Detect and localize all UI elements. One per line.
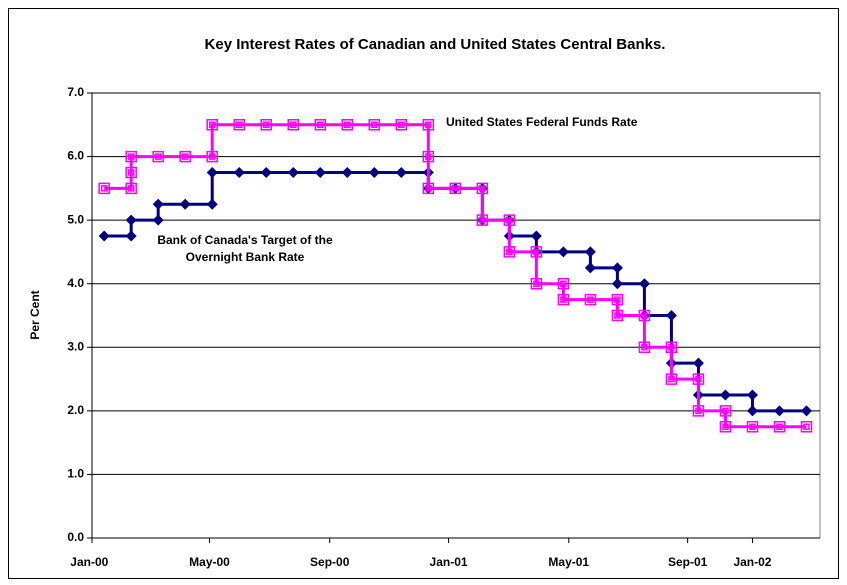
marker bbox=[611, 309, 624, 322]
marker bbox=[179, 150, 191, 163]
marker bbox=[665, 341, 678, 354]
marker bbox=[773, 421, 786, 433]
marker bbox=[692, 373, 705, 385]
marker bbox=[341, 119, 354, 131]
marker bbox=[557, 293, 570, 306]
marker bbox=[611, 278, 623, 290]
marker bbox=[503, 214, 516, 226]
marker bbox=[692, 405, 705, 417]
marker bbox=[503, 246, 516, 258]
marker bbox=[314, 166, 326, 178]
marker bbox=[368, 166, 380, 178]
marker bbox=[530, 277, 543, 290]
marker bbox=[557, 246, 569, 258]
marker bbox=[206, 150, 218, 163]
marker bbox=[449, 182, 462, 195]
marker bbox=[233, 119, 245, 131]
marker bbox=[476, 214, 489, 226]
marker bbox=[719, 421, 732, 433]
x-tick-label: Sep-01 bbox=[668, 555, 708, 569]
marker bbox=[287, 166, 299, 178]
marker bbox=[287, 119, 299, 131]
y-tick-label: 3.0 bbox=[67, 339, 84, 353]
series bbox=[98, 119, 813, 433]
marker bbox=[260, 119, 272, 131]
marker bbox=[314, 119, 327, 131]
marker bbox=[125, 182, 137, 195]
marker bbox=[368, 119, 381, 131]
marker bbox=[422, 150, 435, 163]
marker bbox=[719, 405, 732, 417]
marker bbox=[206, 198, 218, 210]
marker bbox=[422, 119, 435, 131]
x-tick-label: Jan-00 bbox=[70, 555, 108, 569]
x-tick-label: May-00 bbox=[189, 555, 230, 569]
marker bbox=[584, 293, 597, 306]
marker bbox=[206, 166, 218, 178]
y-tick-label: 0.0 bbox=[67, 530, 84, 544]
marker bbox=[422, 182, 435, 195]
marker bbox=[125, 214, 137, 226]
series-label: United States Federal Funds Rate bbox=[446, 115, 638, 129]
marker bbox=[530, 246, 543, 258]
marker bbox=[800, 405, 812, 417]
marker bbox=[665, 310, 677, 321]
marker bbox=[341, 166, 353, 178]
y-tick-label: 6.0 bbox=[67, 149, 84, 163]
plot-area bbox=[91, 92, 821, 539]
x-tick-label: Jan-01 bbox=[430, 555, 468, 569]
marker bbox=[152, 198, 164, 210]
marker bbox=[665, 373, 678, 385]
y-tick-label: 2.0 bbox=[67, 403, 84, 417]
marker bbox=[584, 262, 596, 274]
marker bbox=[152, 214, 164, 226]
chart-title: Key Interest Rates of Canadian and Unite… bbox=[205, 36, 666, 53]
x-tick-label: Sep-00 bbox=[310, 555, 350, 569]
marker bbox=[179, 198, 191, 210]
marker bbox=[476, 182, 489, 195]
marker bbox=[692, 357, 704, 369]
series-label: Bank of Canada's Target of the Overnight… bbox=[157, 233, 333, 264]
marker bbox=[638, 341, 651, 354]
marker bbox=[125, 150, 137, 163]
series-label-text: United States Federal Funds Rate bbox=[446, 115, 638, 129]
marker bbox=[746, 389, 758, 401]
series-label-text: Bank of Canada's Target of the Overnight… bbox=[157, 233, 333, 264]
marker bbox=[206, 119, 218, 131]
marker bbox=[611, 293, 624, 306]
marker bbox=[98, 230, 110, 242]
marker bbox=[395, 166, 407, 178]
marker bbox=[773, 405, 785, 417]
marker bbox=[125, 230, 137, 242]
y-axis-title: Per Cent bbox=[28, 290, 42, 339]
marker bbox=[638, 309, 651, 322]
marker bbox=[611, 262, 623, 274]
x-tick-label: May-01 bbox=[548, 555, 589, 569]
marker bbox=[557, 277, 570, 290]
marker bbox=[395, 119, 408, 131]
marker bbox=[260, 166, 272, 178]
marker bbox=[746, 421, 759, 433]
marker bbox=[800, 421, 813, 433]
marker bbox=[746, 405, 758, 417]
marker bbox=[584, 246, 596, 258]
marker bbox=[530, 230, 542, 242]
x-tick-label: Jan-02 bbox=[733, 555, 771, 569]
y-tick-label: 5.0 bbox=[67, 212, 84, 226]
series-line bbox=[104, 123, 807, 429]
marker bbox=[719, 389, 731, 401]
marker bbox=[98, 182, 110, 195]
marker bbox=[152, 150, 164, 163]
marker bbox=[233, 166, 245, 178]
marker bbox=[638, 278, 650, 290]
y-tick-label: 1.0 bbox=[67, 467, 84, 481]
y-tick-label: 7.0 bbox=[67, 85, 84, 99]
marker bbox=[125, 166, 137, 179]
y-tick-label: 4.0 bbox=[67, 276, 84, 290]
